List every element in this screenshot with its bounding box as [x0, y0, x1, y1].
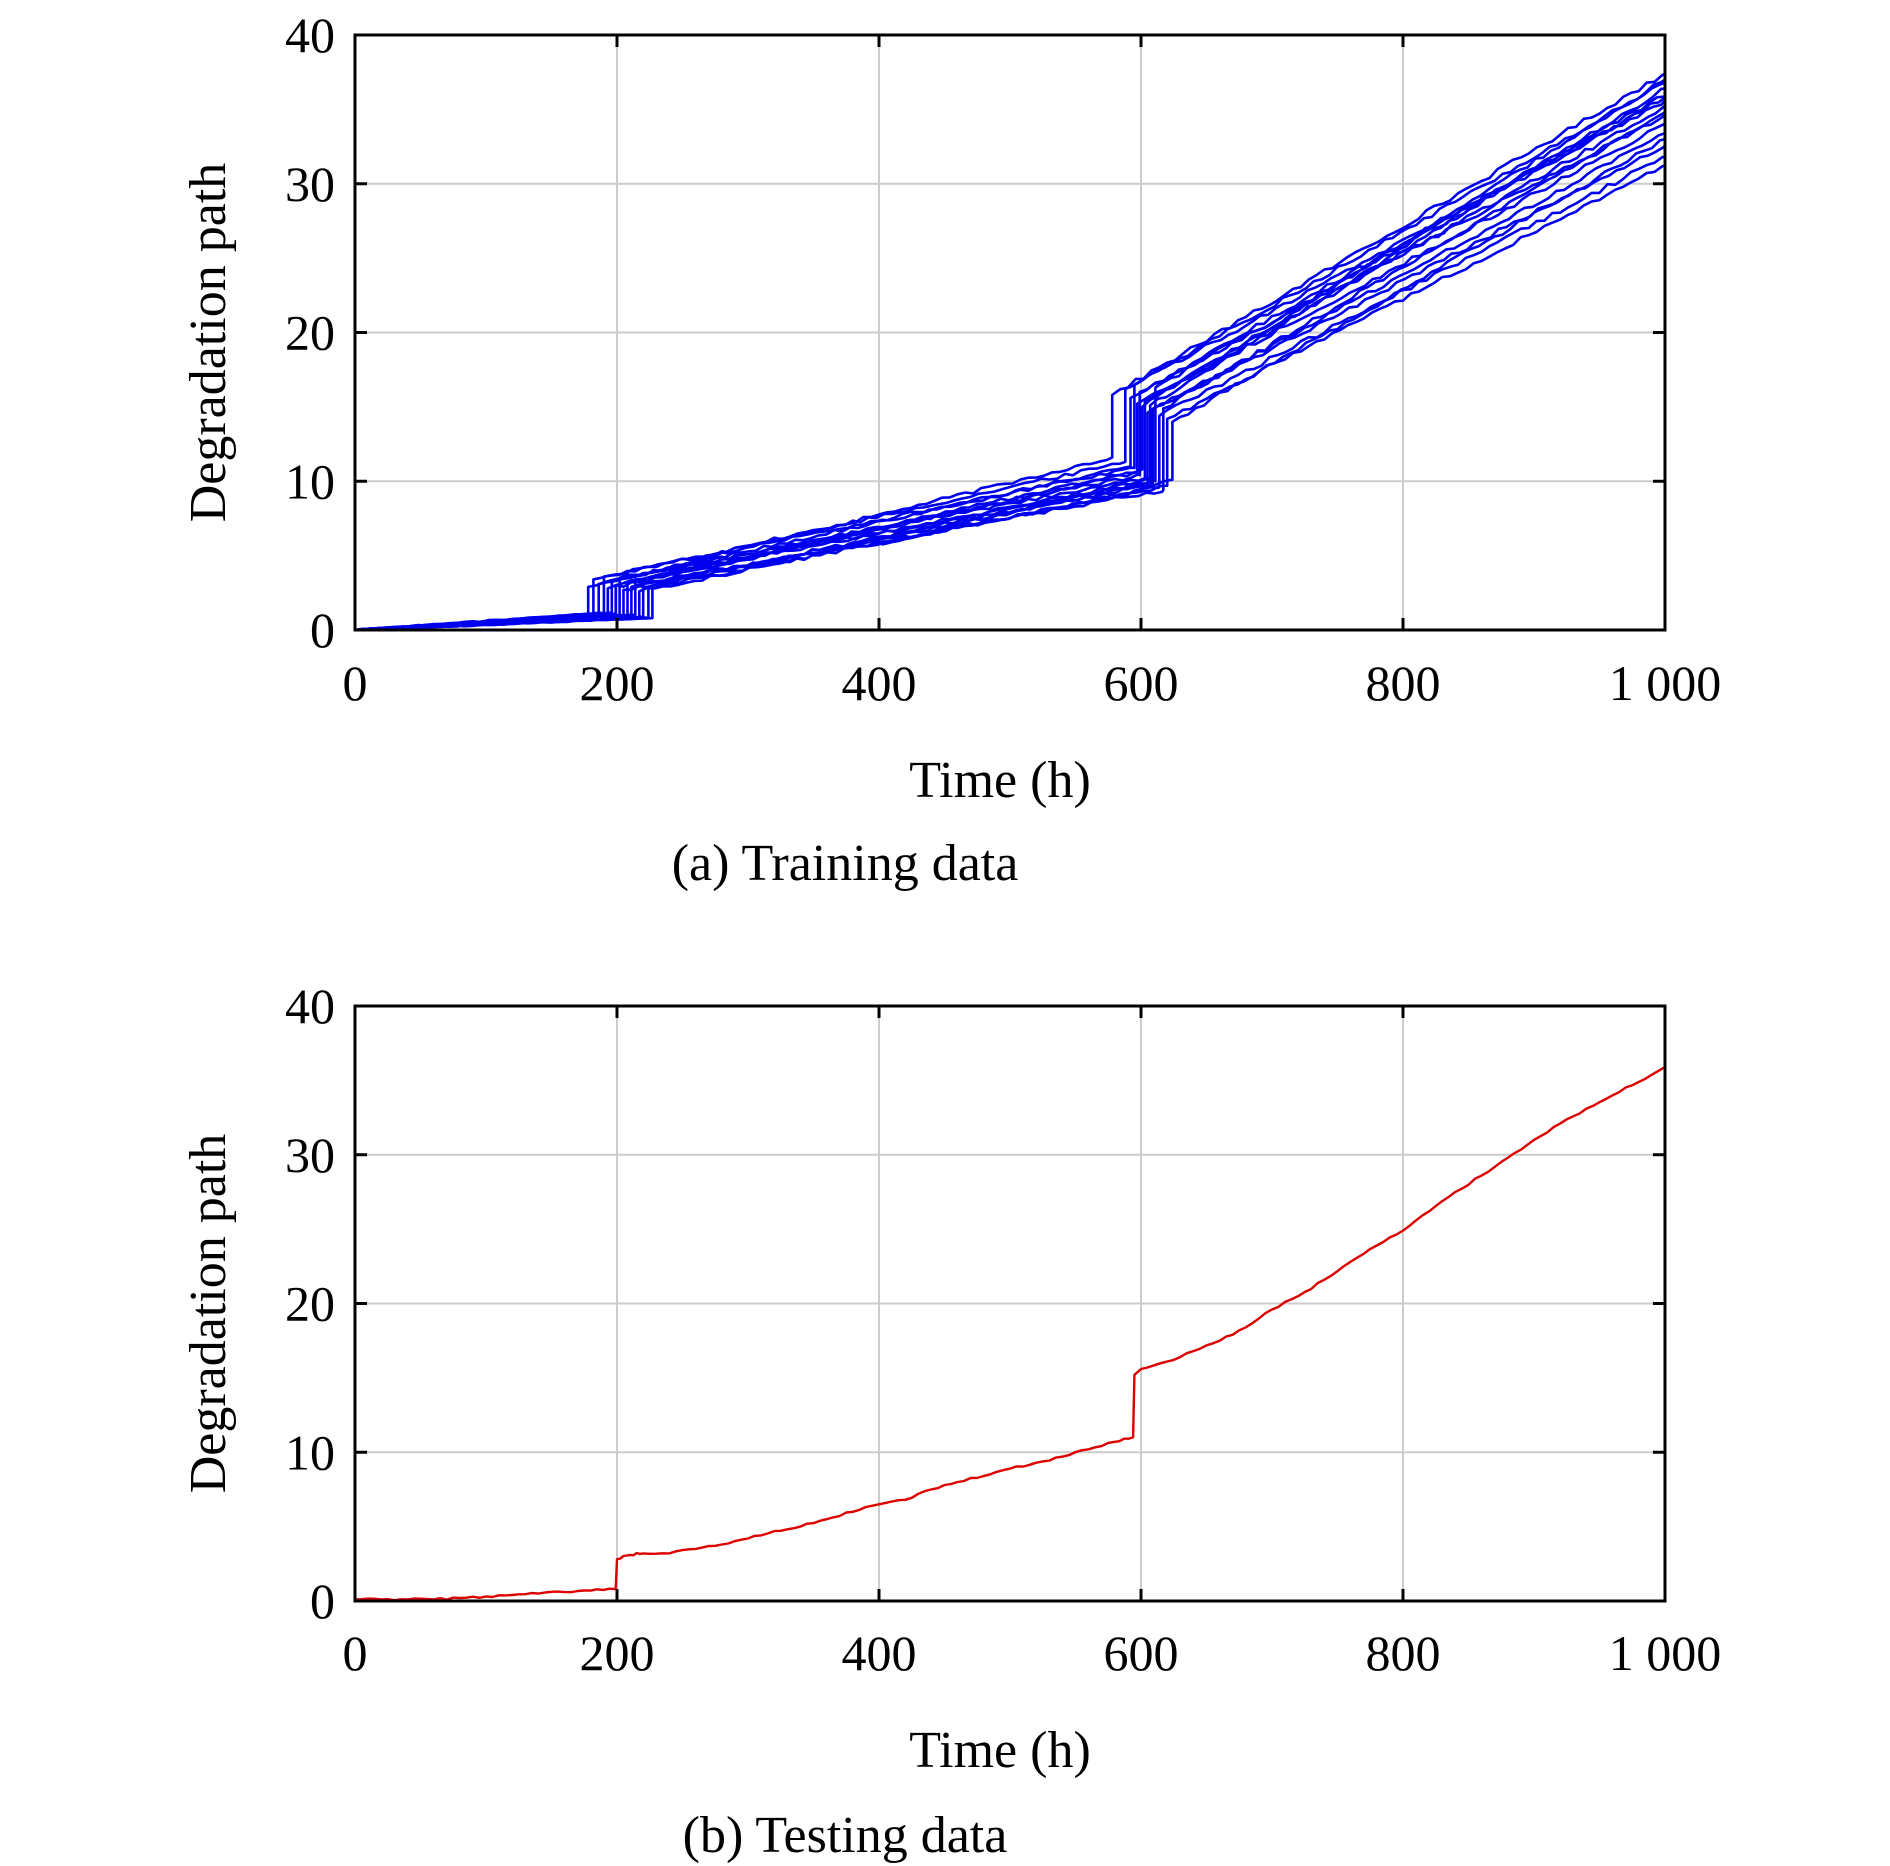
figure-caption: (a) Training data [672, 835, 1019, 892]
series-line [354, 111, 1666, 632]
x-tick-label: 800 [1366, 1625, 1441, 1681]
series-line [355, 164, 1666, 632]
x-tick-label: 200 [580, 1625, 655, 1681]
series-line [354, 137, 1666, 632]
x-tick-label: 0 [343, 655, 368, 711]
chart-b: 0 200 400 600 800 1 000 0 10 20 30 40 Time (h) Degra… [180, 978, 1721, 1864]
series-line [355, 105, 1666, 632]
y-axis-label: Degradation path [180, 163, 237, 523]
x-tick-label: 200 [580, 655, 655, 711]
chart-a: 0 200 400 600 800 1 000 0 10 20 30 40 Time (h) Degra… [180, 7, 1721, 892]
x-tick-label: 800 [1366, 655, 1441, 711]
series-line [354, 78, 1666, 632]
y-tick-label: 40 [285, 7, 335, 63]
y-tick-label: 0 [310, 602, 335, 658]
series-line [354, 94, 1667, 632]
series-line [355, 87, 1666, 632]
x-tick-label: 600 [1104, 1625, 1179, 1681]
y-tick-label: 20 [285, 1276, 335, 1332]
series-line [354, 1065, 1666, 1602]
y-tick-label: 40 [285, 978, 335, 1034]
y-tick-label: 30 [285, 156, 335, 212]
series-line [354, 144, 1667, 632]
x-tick-label: 400 [842, 1625, 917, 1681]
x-tick-label: 600 [1104, 655, 1179, 711]
x-axis-label: Time (h) [909, 1722, 1091, 1779]
y-axis-label: Degradation path [180, 1134, 237, 1494]
series-line [354, 99, 1666, 632]
series-line [354, 123, 1665, 632]
x-tick-label: 1 000 [1609, 1625, 1722, 1681]
series-line [354, 81, 1666, 632]
x-tick-label: 400 [842, 655, 917, 711]
y-tick-label: 20 [285, 305, 335, 361]
series-line [354, 96, 1666, 632]
x-tick-label: 1 000 [1609, 655, 1722, 711]
y-tick-label: 0 [310, 1573, 335, 1629]
x-axis-label: Time (h) [909, 752, 1091, 809]
y-tick-label: 30 [285, 1127, 335, 1183]
series-line [354, 72, 1666, 632]
y-tick-label: 10 [285, 453, 335, 509]
x-tick-label: 0 [343, 1625, 368, 1681]
figure-caption: (b) Testing data [683, 1807, 1008, 1864]
y-tick-label: 10 [285, 1424, 335, 1480]
